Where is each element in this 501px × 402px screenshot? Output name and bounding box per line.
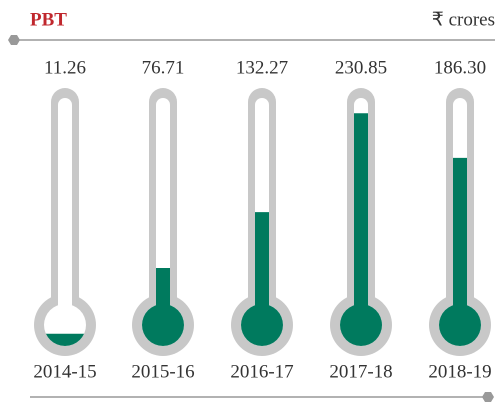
x-tick-label: 2017-18 bbox=[329, 361, 392, 382]
value-label: 230.85 bbox=[335, 57, 387, 78]
x-tick-label: 2015-16 bbox=[131, 361, 194, 382]
thermo-fill bbox=[241, 212, 283, 346]
value-label: 76.71 bbox=[142, 57, 185, 78]
x-tick-label: 2016-17 bbox=[230, 361, 293, 382]
chart-title: PBT bbox=[30, 9, 67, 30]
x-tick-label: 2018-19 bbox=[428, 361, 491, 382]
hexagon bbox=[8, 35, 20, 45]
value-label: 11.26 bbox=[44, 57, 86, 78]
value-label: 132.27 bbox=[236, 57, 288, 78]
unit-label: ₹ crores bbox=[432, 9, 495, 30]
thermo-fill bbox=[340, 113, 382, 346]
hexagon bbox=[482, 392, 494, 402]
thermo-fill bbox=[439, 157, 481, 346]
x-tick-label: 2014-15 bbox=[33, 361, 96, 382]
thermo-fill bbox=[45, 333, 85, 346]
thermo-fill bbox=[142, 267, 184, 346]
value-label: 186.30 bbox=[434, 57, 486, 78]
